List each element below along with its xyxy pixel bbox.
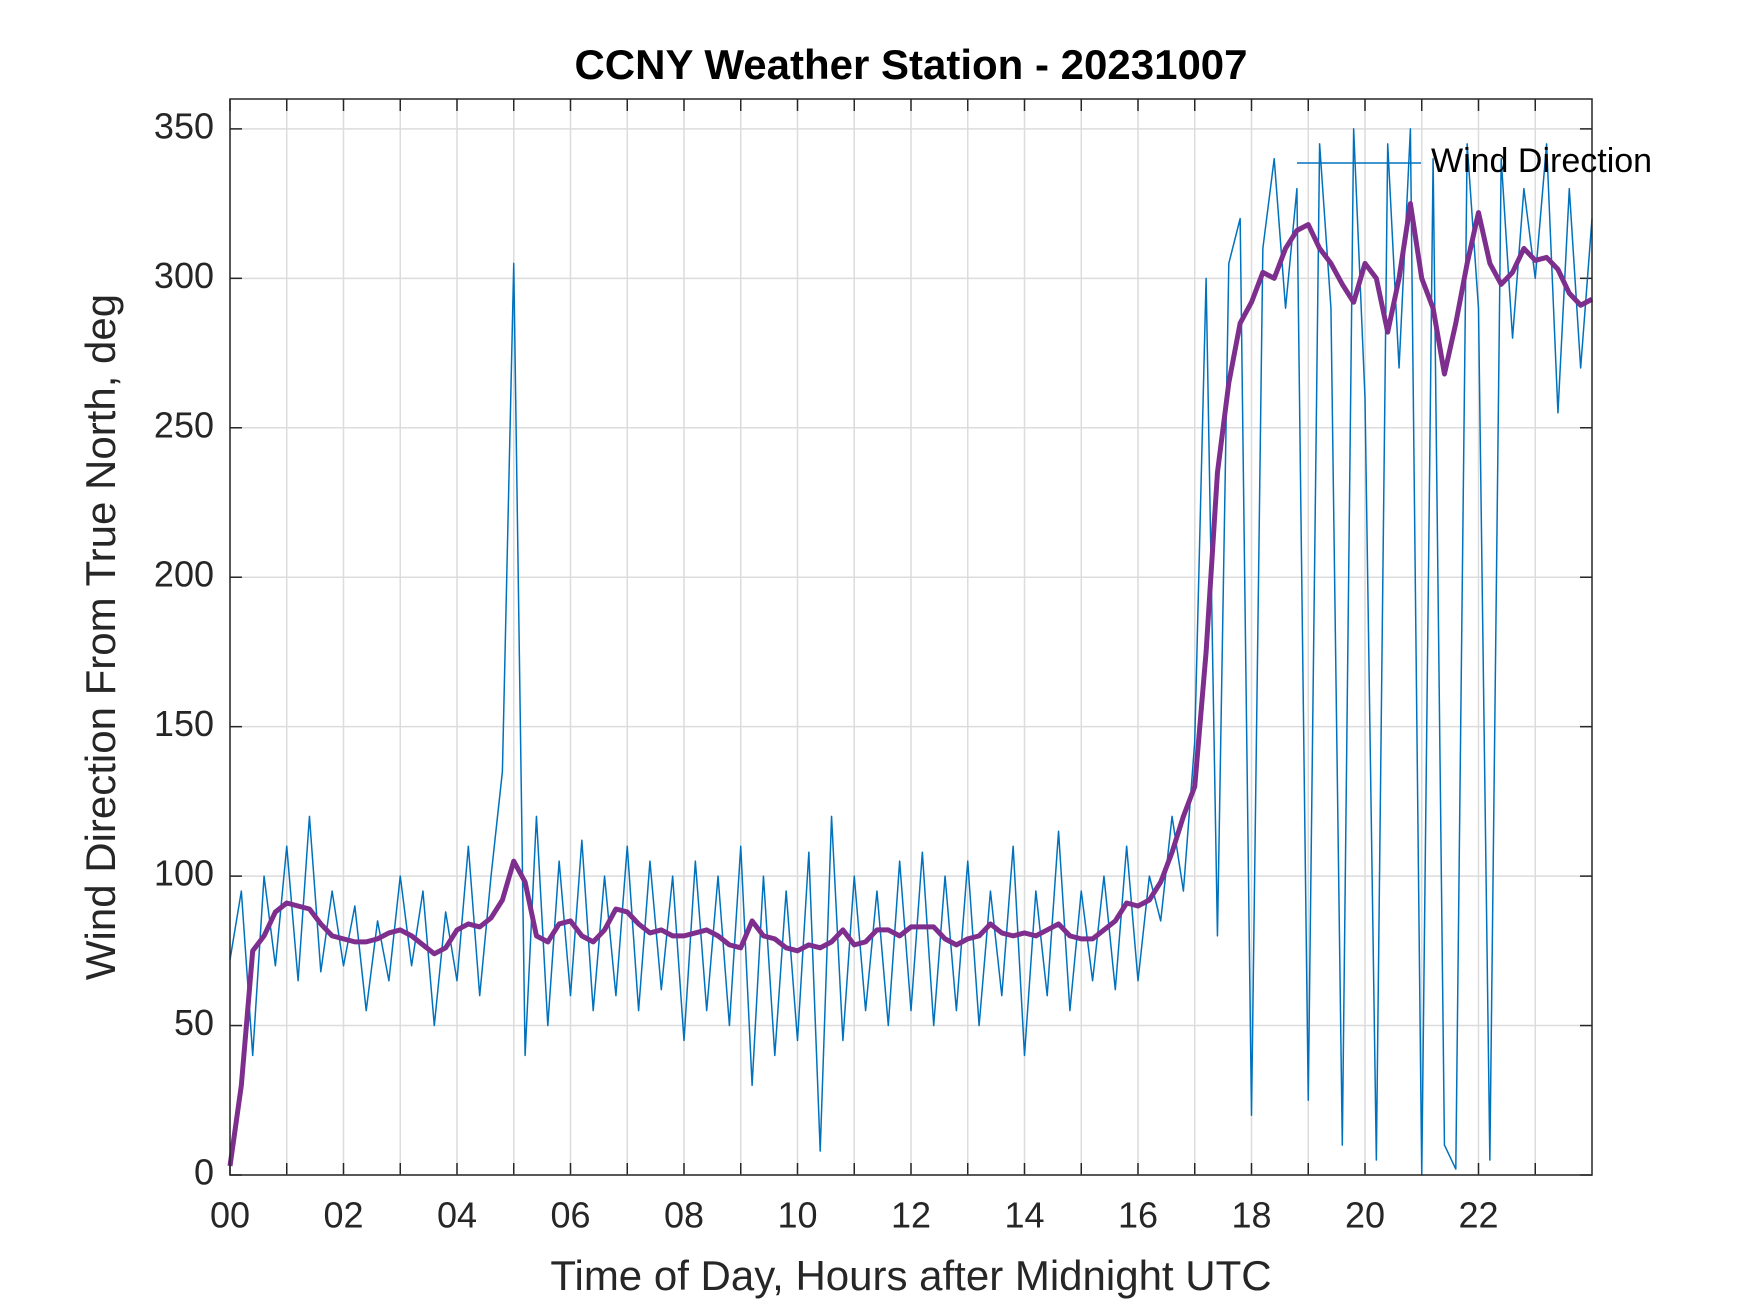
x-tick-label: 00: [210, 1195, 250, 1236]
x-tick-label: 16: [1118, 1195, 1158, 1236]
x-axis-label: Time of Day, Hours after Midnight UTC: [550, 1252, 1271, 1299]
x-tick-label: 22: [1458, 1195, 1498, 1236]
data-line: [229, 128, 1593, 1176]
x-tick-label: 06: [550, 1195, 590, 1236]
x-tick-label: 08: [664, 1195, 704, 1236]
y-tick-label: 200: [154, 554, 214, 595]
legend-label: Wind Direction: [1431, 142, 1652, 180]
data-line: [227, 201, 1594, 1167]
x-tick-label: 18: [1231, 1195, 1271, 1236]
y-tick-label: 150: [154, 703, 214, 744]
y-axis-label: Wind Direction From True North, deg: [77, 294, 124, 980]
axes-box: [229, 98, 1593, 1176]
y-tick-label: 0: [194, 1152, 214, 1193]
x-tick-label: 14: [1004, 1195, 1044, 1236]
y-tick-label: 300: [154, 255, 214, 296]
x-tick-label: 20: [1345, 1195, 1385, 1236]
x-tick-label: 12: [891, 1195, 931, 1236]
x-tick-label: 04: [437, 1195, 477, 1236]
y-tick-label: 250: [154, 404, 214, 445]
chart-title: CCNY Weather Station - 20231007: [574, 41, 1247, 88]
y-tick-label: 100: [154, 853, 214, 894]
x-tick-label: 02: [323, 1195, 363, 1236]
x-tick-label: 10: [777, 1195, 817, 1236]
y-tick-label: 50: [174, 1002, 214, 1043]
y-tick-label: 350: [154, 105, 214, 146]
